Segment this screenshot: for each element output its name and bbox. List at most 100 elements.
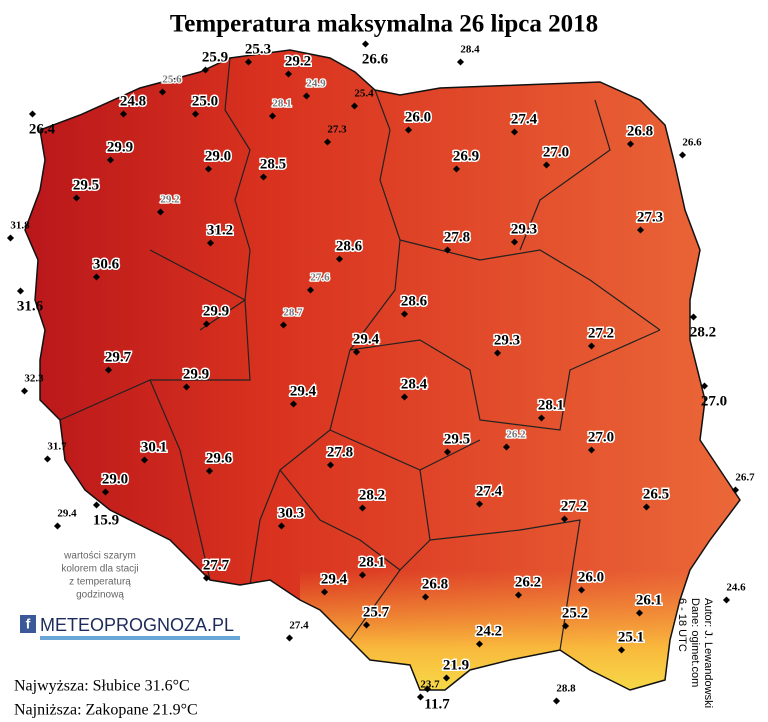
station-marker <box>101 488 110 496</box>
station-temp: 27.3 <box>327 124 347 136</box>
station-temp: 30.3 <box>278 505 304 521</box>
station-marker <box>202 574 211 582</box>
station-temp: 31.6 <box>17 298 44 314</box>
station-marker <box>577 586 586 594</box>
station-marker <box>335 255 344 263</box>
station-temp: 28.7 <box>283 307 303 319</box>
station-marker <box>277 522 286 530</box>
station-marker <box>443 246 452 254</box>
credit: Dane: ogimet.com <box>689 598 701 687</box>
station-temp: 28.2 <box>690 324 716 340</box>
station-marker <box>560 515 569 523</box>
station-temp: 28.8 <box>556 683 576 695</box>
station-marker <box>635 609 644 617</box>
station-temp: 29.4 <box>290 383 317 399</box>
station-temp: 28.1 <box>538 397 564 413</box>
station-temp: 26.8 <box>422 576 448 592</box>
station-marker <box>289 400 298 408</box>
station-marker <box>400 393 409 401</box>
station-marker <box>361 40 370 48</box>
station-marker <box>119 110 128 118</box>
station-marker <box>626 140 635 148</box>
station-temp: 29.0 <box>102 471 128 487</box>
station-temp: 29.4 <box>353 331 380 347</box>
legend-note: z temperaturą <box>69 577 131 588</box>
station-marker <box>510 128 519 136</box>
station-marker <box>106 156 115 164</box>
station-temp: 27.2 <box>588 325 614 341</box>
station-marker <box>423 685 432 693</box>
station-temp: 30.1 <box>141 439 167 455</box>
station-temp: 25.6 <box>162 74 182 86</box>
station-temp: 24.9 <box>306 78 326 90</box>
station-marker <box>320 588 329 596</box>
station-temp: 24.8 <box>120 93 146 109</box>
station-temp: 31.8 <box>10 220 30 232</box>
station-marker <box>191 110 200 118</box>
station-marker <box>53 522 62 530</box>
station-marker <box>205 467 214 475</box>
station-marker <box>502 443 511 451</box>
station-marker <box>284 70 293 78</box>
station-marker <box>244 58 253 66</box>
station-marker <box>306 286 315 294</box>
station-temp: 26.0 <box>578 569 604 585</box>
station-marker <box>731 486 740 494</box>
station-temp: 27.4 <box>289 620 309 632</box>
station-temp: 28.6 <box>336 238 363 254</box>
station-marker <box>156 208 165 216</box>
title: Temperatura maksymalna 26 lipca 2018 <box>170 11 598 38</box>
station-temp: 28.5 <box>260 156 286 172</box>
station-temp: 27.6 <box>310 272 330 284</box>
station-marker <box>362 621 371 629</box>
station-temp: 29.5 <box>444 431 470 447</box>
station-temp: 29.9 <box>203 303 229 319</box>
station-temp: 25.2 <box>562 605 588 621</box>
station-temp: 28.4 <box>460 44 480 56</box>
credit: 6 - 18 UTC <box>676 598 688 652</box>
station-marker <box>92 501 101 509</box>
station-temp: 26.7 <box>735 472 755 484</box>
station-temp: 24.2 <box>476 623 502 639</box>
station-temp: 24.6 <box>726 582 746 594</box>
station-temp: 27.8 <box>444 229 470 245</box>
station-temp: 29.3 <box>511 221 537 237</box>
station-temp: 28.1 <box>272 98 291 110</box>
facebook-icon: f <box>26 616 31 632</box>
station-temp: 27.2 <box>561 498 587 514</box>
logo-text: METEOPROGNOZA.PL <box>40 615 234 635</box>
station-temp: 25.7 <box>363 604 390 620</box>
station-marker <box>158 88 167 96</box>
station-temp: 28.4 <box>401 376 428 392</box>
station-marker <box>104 366 113 374</box>
station-temp: 26.6 <box>362 51 389 67</box>
logo: f METEOPROGNOZA.PL <box>20 615 240 640</box>
station-marker <box>352 348 361 356</box>
station-temp: 29.4 <box>321 571 348 587</box>
station-temp: 11.7 <box>424 696 450 712</box>
station-marker <box>510 238 519 246</box>
station-marker <box>416 693 425 701</box>
legend-note: godzinową <box>76 590 124 601</box>
station-marker <box>475 500 484 508</box>
station-temp: 32.3 <box>24 373 44 385</box>
station-temp: 26.5 <box>643 486 669 502</box>
station-marker <box>201 66 210 74</box>
station-temp: 29.7 <box>105 349 132 365</box>
station-marker <box>443 448 452 456</box>
station-marker <box>404 126 413 134</box>
station-marker <box>140 456 149 464</box>
station-marker <box>6 234 15 242</box>
station-temp: 27.7 <box>203 557 230 573</box>
station-marker <box>92 273 101 281</box>
station-marker <box>493 349 502 357</box>
station-marker <box>202 320 211 328</box>
station-marker <box>182 383 191 391</box>
station-marker <box>587 446 596 454</box>
station-temp: 29.2 <box>160 194 180 206</box>
station-temp: 27.8 <box>327 444 353 460</box>
station-marker <box>358 504 367 512</box>
station-marker <box>358 571 367 579</box>
station-marker <box>400 310 409 318</box>
